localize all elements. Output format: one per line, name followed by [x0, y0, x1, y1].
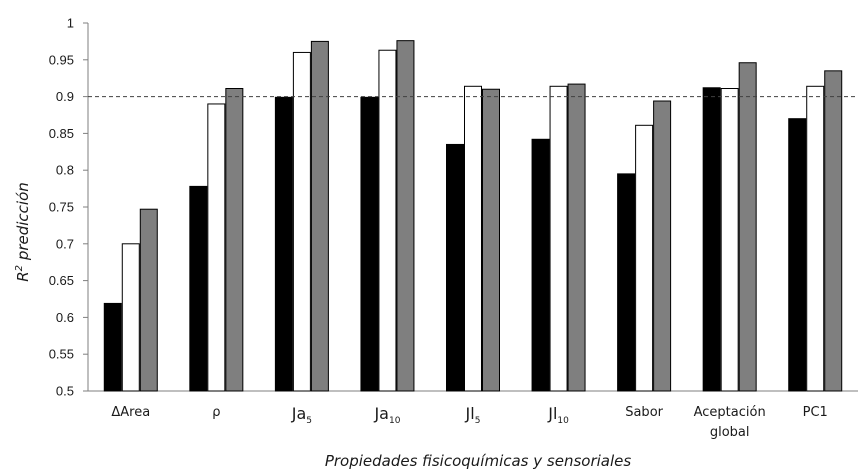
bar-s3-9: [824, 70, 843, 392]
bar-s2-7: [635, 124, 654, 392]
y-axis-title-base: R: [14, 271, 32, 281]
bar-s1-7: [617, 173, 636, 392]
y-tick-label: 0.75: [49, 200, 74, 215]
x-category-label: Sabor: [625, 405, 663, 420]
y-tick-label: 1: [67, 16, 74, 31]
bar-s2-9: [806, 85, 825, 392]
bar-s1-9: [788, 118, 807, 392]
y-tick-label: 0.9: [56, 89, 74, 104]
y-axis-title: R2 predicción: [14, 182, 32, 282]
x-category-label: Ja5: [291, 404, 312, 426]
bar-s1-1: [103, 302, 122, 392]
bar-s3-7: [653, 100, 672, 392]
x-category-label: ΔArea: [111, 405, 150, 420]
x-category-label-line2: global: [710, 425, 750, 440]
bar-s1-2: [189, 185, 208, 392]
y-tick-label: 0.95: [49, 52, 74, 67]
y-tick-label: 0.5: [56, 384, 74, 399]
bar-s1-8: [702, 87, 721, 392]
x-category-label: Aceptación: [694, 405, 766, 420]
bar-s3-4: [396, 40, 415, 392]
bar-s1-4: [360, 96, 379, 392]
y-axis-ticks: 0.5 0.55 0.6 0.65 0.7 0.75 0.8 0.85 0.9 0.95 1: [49, 16, 88, 399]
y-axis-title-sup: 2: [14, 265, 25, 271]
bar-s3-3: [310, 40, 329, 392]
bar-s3-8: [738, 62, 757, 392]
x-category-label: ρ: [212, 405, 220, 420]
x-category-label: Jl5: [465, 404, 481, 426]
bar-s2-8: [720, 88, 739, 392]
x-category-label: Ja10: [373, 404, 400, 426]
bar-s1-5: [446, 143, 464, 392]
bar-s2-6: [549, 85, 568, 392]
bar-s3-5: [482, 88, 500, 392]
bar-s2-2: [207, 103, 226, 392]
y-tick-label: 0.8: [56, 163, 74, 178]
y-tick-label: 0.85: [49, 126, 74, 141]
bar-s2-3: [292, 51, 311, 392]
x-axis-category-labels: ΔArea ρ Ja5 Ja10 Jl5 Jl10 Sabor Aceptación globa…: [111, 404, 827, 440]
y-tick-label: 0.6: [56, 310, 74, 325]
bar-s2-1: [121, 243, 140, 392]
bar-s3-2: [225, 88, 244, 392]
bar-s2-4: [378, 49, 397, 392]
x-category-label: PC1: [803, 405, 828, 420]
bar-s1-3: [274, 96, 293, 392]
bar-s3-1: [139, 208, 158, 392]
y-tick-label: 0.65: [49, 273, 74, 288]
x-axis-title: Propiedades fisicoquímicas y sensoriales: [325, 452, 632, 470]
y-tick-label: 0.55: [49, 347, 74, 362]
x-category-label: Jl10: [547, 404, 569, 426]
bar-s1-6: [531, 138, 550, 392]
bar-s3-6: [567, 83, 586, 392]
bar-s2-5: [464, 85, 482, 392]
bar-series: [103, 40, 843, 392]
y-axis-title-rest: predicción: [14, 182, 32, 265]
y-tick-label: 0.7: [56, 236, 74, 251]
